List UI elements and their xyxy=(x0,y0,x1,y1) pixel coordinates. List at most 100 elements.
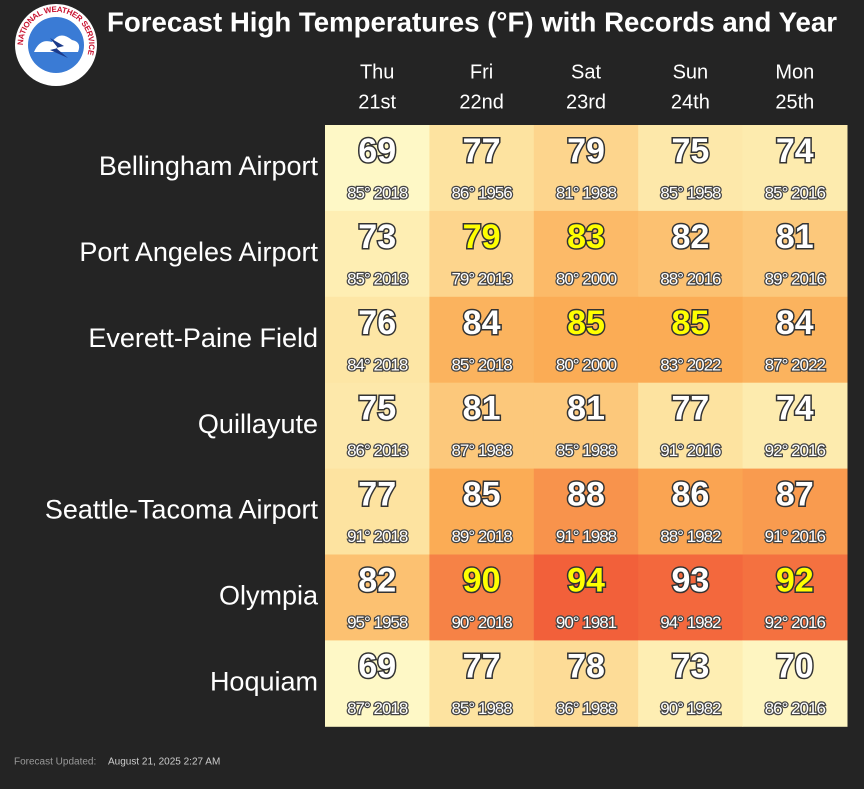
record: 87° 1988 xyxy=(451,441,512,460)
forecast-value: 77 xyxy=(463,132,501,170)
cell xyxy=(325,554,430,641)
forecast-value: 88 xyxy=(567,476,605,514)
cell xyxy=(742,382,848,470)
column-header: 25th xyxy=(775,91,814,113)
forecast-value: 69 xyxy=(358,132,396,170)
record: 86° 1988 xyxy=(556,699,617,718)
forecast-value: 85 xyxy=(671,304,709,342)
station-name: Seattle-Tacoma Airport xyxy=(45,495,319,525)
record: 88° 2016 xyxy=(660,269,721,288)
record: 84° 2018 xyxy=(347,355,408,374)
cell xyxy=(429,125,535,212)
forecast-value: 74 xyxy=(776,390,814,428)
forecast-value: 77 xyxy=(358,476,396,514)
forecast-value: 90 xyxy=(463,561,501,599)
footer-timestamp: August 21, 2025 2:27 AM xyxy=(108,757,220,768)
cell xyxy=(533,382,639,470)
forecast-value: 93 xyxy=(671,561,709,599)
forecast-value: 74 xyxy=(776,132,814,170)
record: 91° 1988 xyxy=(556,527,617,546)
column-header: Sat xyxy=(571,61,601,83)
forecast-value: 69 xyxy=(358,647,396,685)
record: 91° 2018 xyxy=(347,527,408,546)
forecast-value: 73 xyxy=(358,218,396,256)
cell xyxy=(325,125,430,212)
station-name: Quillayute xyxy=(198,409,318,439)
forecast-value: 70 xyxy=(776,647,814,685)
forecast-value: 86 xyxy=(671,476,709,514)
cell xyxy=(325,468,430,555)
record: 92° 2016 xyxy=(765,613,826,632)
record: 87° 2022 xyxy=(765,355,826,374)
forecast-value: 84 xyxy=(463,304,501,342)
cell xyxy=(742,554,848,641)
forecast-value: 81 xyxy=(776,218,814,256)
cell xyxy=(429,382,535,470)
forecast-value: 81 xyxy=(463,390,501,428)
forecast-value: 83 xyxy=(567,218,605,256)
station-name: Bellingham Airport xyxy=(99,151,319,181)
cell xyxy=(638,125,744,212)
record: 80° 2000 xyxy=(556,355,617,374)
cell xyxy=(533,640,639,727)
forecast-value: 77 xyxy=(463,647,501,685)
forecast-value: 85 xyxy=(567,304,605,342)
record: 88° 1982 xyxy=(660,527,721,546)
record: 90° 1982 xyxy=(660,699,721,718)
cell xyxy=(742,210,848,298)
record: 90° 2018 xyxy=(451,613,512,632)
footer-label: Forecast Updated: xyxy=(14,757,96,768)
record: 86° 2013 xyxy=(347,441,408,460)
column-header: Sun xyxy=(673,61,709,83)
forecast-value: 73 xyxy=(671,647,709,685)
cell xyxy=(638,382,744,470)
forecast-value: 84 xyxy=(776,304,814,342)
column-header: Fri xyxy=(470,61,493,83)
cell xyxy=(429,296,535,384)
record: 85° 2018 xyxy=(451,355,512,374)
record: 83° 2022 xyxy=(660,355,721,374)
record: 86° 1956 xyxy=(451,183,512,202)
logo: NATIONAL WEATHER SERVICE xyxy=(15,4,97,86)
cell xyxy=(742,640,848,727)
record: 80° 2000 xyxy=(556,269,617,288)
cell xyxy=(325,640,430,727)
cell xyxy=(638,210,744,298)
cell xyxy=(638,468,744,555)
forecast-value: 78 xyxy=(567,647,605,685)
column-header: 24th xyxy=(671,91,710,113)
cell xyxy=(533,296,639,384)
forecast-value: 79 xyxy=(567,132,605,170)
record: 85° 2018 xyxy=(347,183,408,202)
record: 92° 2016 xyxy=(765,441,826,460)
cell xyxy=(429,210,535,298)
forecast-value: 85 xyxy=(463,476,501,514)
record: 85° 2016 xyxy=(765,183,826,202)
column-header: Mon xyxy=(775,61,814,83)
cell xyxy=(533,210,639,298)
column-header: 22nd xyxy=(459,91,504,113)
cell xyxy=(533,554,639,641)
cell xyxy=(638,640,744,727)
station-name: Olympia xyxy=(219,581,319,611)
forecast-value: 94 xyxy=(567,561,605,599)
station-name: Hoquiam xyxy=(210,666,318,696)
cell xyxy=(429,468,535,555)
record: 89° 2016 xyxy=(765,269,826,288)
cell xyxy=(638,554,744,641)
cell xyxy=(325,296,430,384)
forecast-value: 92 xyxy=(776,561,814,599)
record: 87° 2018 xyxy=(347,699,408,718)
record: 91° 2016 xyxy=(765,527,826,546)
forecast-value: 79 xyxy=(463,218,501,256)
cell xyxy=(533,468,639,555)
record: 86° 2016 xyxy=(765,699,826,718)
cell xyxy=(325,210,430,298)
forecast-value: 81 xyxy=(567,390,605,428)
record: 85° 1988 xyxy=(451,699,512,718)
record: 89° 2018 xyxy=(451,527,512,546)
column-header: Thu xyxy=(360,61,394,83)
cell xyxy=(742,468,848,555)
